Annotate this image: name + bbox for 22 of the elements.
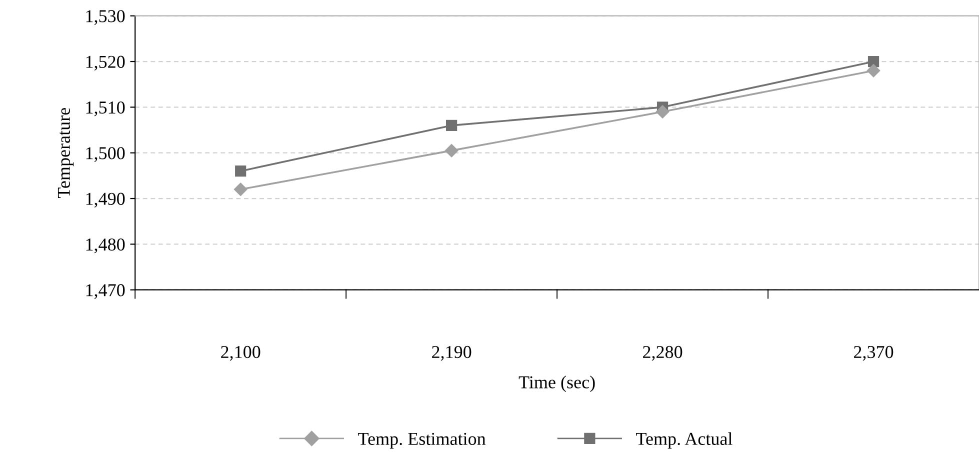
point [446, 120, 458, 132]
y-tick-label: 1,490 [86, 192, 125, 208]
point [866, 64, 880, 78]
y-tick-label: 1,520 [86, 56, 125, 71]
x-tick-label: 2,370 [854, 346, 894, 361]
point [235, 166, 246, 177]
point [868, 56, 880, 68]
x-tick-label: 2,280 [643, 346, 682, 361]
y-tick-label: 1,480 [86, 238, 125, 254]
point [234, 182, 248, 196]
y-tick-label: 1,510 [86, 101, 125, 116]
point [444, 144, 458, 158]
x-tick-label: 2,100 [221, 346, 260, 361]
legend-label: Temp. Actual [636, 432, 732, 449]
y-tick-label: 1,470 [86, 284, 125, 299]
y-axis-title: Temperature [58, 108, 74, 198]
x-axis-title: Time (sec) [518, 376, 595, 392]
y-tick-label: 1,530 [86, 10, 125, 25]
point [656, 105, 670, 118]
x-tick-label: 2,190 [432, 346, 472, 361]
y-tick-label: 1,500 [86, 147, 125, 162]
legend-label: Temp. Estimation [358, 432, 486, 449]
